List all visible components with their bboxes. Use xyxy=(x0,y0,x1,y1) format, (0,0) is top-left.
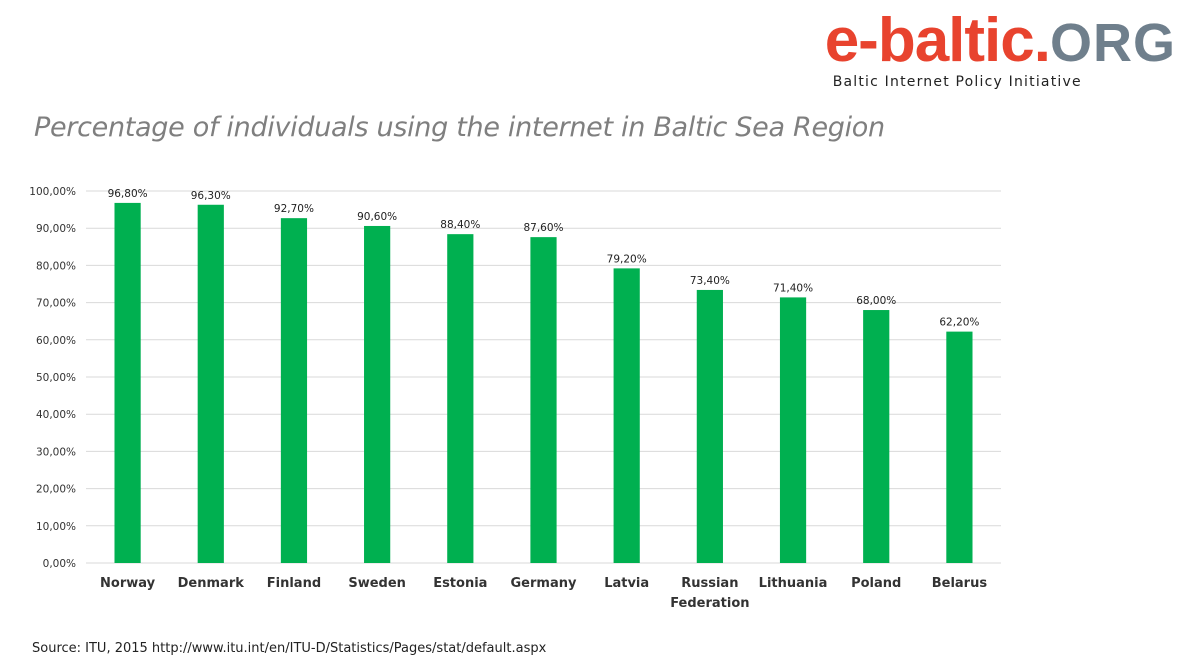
bar xyxy=(696,289,723,563)
source-note: Source: ITU, 2015 http://www.itu.int/en/… xyxy=(32,641,547,656)
bar xyxy=(613,268,640,563)
y-tick-label: 0,00% xyxy=(43,558,76,570)
x-tick-label: Latvia xyxy=(604,576,649,591)
data-label: 90,60% xyxy=(357,211,397,223)
x-tick-label: Poland xyxy=(851,576,901,591)
bar xyxy=(364,225,391,563)
x-tick-label: Russian Federation xyxy=(670,576,749,611)
data-label: 68,00% xyxy=(856,295,896,307)
bar xyxy=(114,202,141,564)
x-tick-label: Estonia xyxy=(433,576,487,591)
x-tick-label: Lithuania xyxy=(759,576,828,591)
data-label: 96,30% xyxy=(191,190,231,202)
logo-wordmark: e-baltic.ORG xyxy=(825,8,1176,76)
y-tick-label: 10,00% xyxy=(36,521,76,533)
chart-title: Percentage of individuals using the inte… xyxy=(34,112,885,143)
bar xyxy=(530,237,557,564)
logo-brand-main: e-baltic xyxy=(824,6,1035,75)
brand-logo: e-baltic.ORG Baltic Internet Policy Init… xyxy=(825,8,1176,91)
bar xyxy=(197,204,224,563)
logo-tagline: Baltic Internet Policy Initiative xyxy=(832,74,1082,90)
x-tick-label: Norway xyxy=(100,576,156,591)
x-axis: Norway Denmark Finland Sweden Estonia Germany… xyxy=(100,576,987,611)
data-label: 73,40% xyxy=(690,275,730,287)
y-tick-label: 20,00% xyxy=(36,484,76,496)
data-label: 92,70% xyxy=(274,203,314,215)
data-label: 87,60% xyxy=(523,222,563,234)
data-label: 62,20% xyxy=(939,317,979,329)
y-tick-label: 70,00% xyxy=(36,298,76,310)
data-label: 96,80% xyxy=(108,188,148,200)
logo-brand-dot: . xyxy=(1033,6,1051,75)
bar xyxy=(779,297,807,563)
bar xyxy=(280,218,308,563)
bar xyxy=(946,331,973,563)
y-tick-label: 90,00% xyxy=(36,223,76,235)
x-tick-label: Denmark xyxy=(178,576,245,591)
y-tick-label: 100,00% xyxy=(29,186,76,198)
y-tick-label: 60,00% xyxy=(36,335,76,347)
x-tick-label: Belarus xyxy=(932,576,988,591)
bar xyxy=(447,234,474,564)
y-tick-label: 50,00% xyxy=(36,372,76,384)
data-label: 71,40% xyxy=(773,282,813,294)
logo-brand-tld: ORG xyxy=(1049,13,1176,73)
y-axis: 0,00% 10,00% 20,00% 30,00% 40,00% 50,00% 60,00… xyxy=(29,186,76,570)
y-tick-label: 30,00% xyxy=(36,446,76,458)
y-tick-label: 80,00% xyxy=(36,260,76,272)
data-label: 88,40% xyxy=(440,219,480,231)
data-label: 79,20% xyxy=(607,253,647,265)
x-tick-label: Sweden xyxy=(348,576,406,591)
bar xyxy=(863,310,890,563)
x-tick-label: Germany xyxy=(511,576,577,591)
y-tick-label: 40,00% xyxy=(36,409,76,421)
bars xyxy=(114,202,973,564)
x-tick-label: Finland xyxy=(267,576,321,591)
data-labels: 96,80% 96,30% 92,70% 90,60% 88,40% 87,60% 79,2… xyxy=(108,188,980,329)
